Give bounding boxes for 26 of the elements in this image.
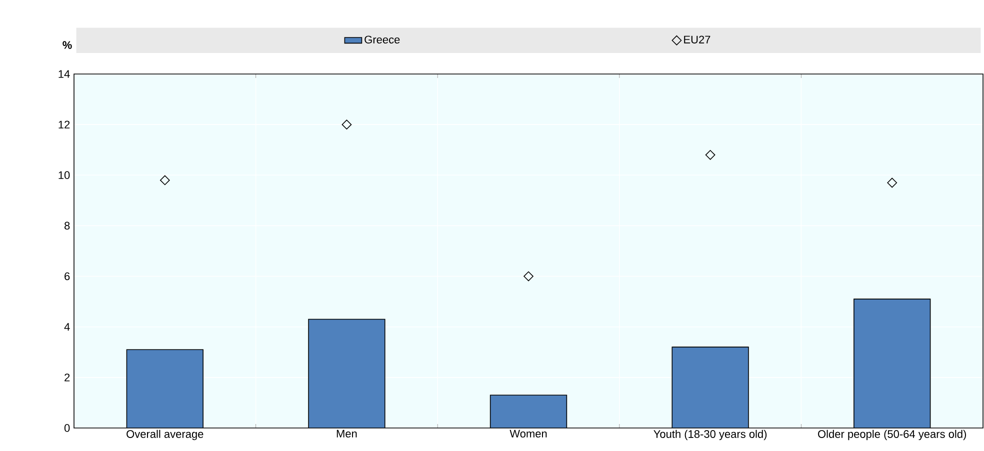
bar [308,318,386,428]
y-tick-label: 6 [64,272,70,280]
y-tick-label: 14 [58,70,70,78]
bar [854,298,931,428]
y-axis-title: % [62,41,72,49]
x-tick-label: Overall average [126,430,204,440]
bar [126,349,204,428]
legend-label: Greece [364,36,400,44]
point [705,150,716,160]
y-tick-label: 2 [64,374,70,382]
x-tick-label: Men [336,430,357,438]
point [524,271,534,282]
x-tick-label: Women [510,430,547,438]
point [887,178,898,188]
legend-label: EU27 [684,36,710,44]
y-tick-label: 12 [58,120,70,128]
y-tick-label: 0 [64,424,70,432]
y-tick-label: 8 [64,222,70,230]
x-tick-label: Youth (18-30 years old) [654,430,767,440]
bar [490,394,568,428]
x-tick-label: Older people (50-64 years old) [818,430,966,440]
point [160,175,170,186]
y-tick-label: 10 [58,171,70,180]
point [342,120,352,130]
bar [672,346,749,428]
y-tick-label: 4 [64,323,70,331]
